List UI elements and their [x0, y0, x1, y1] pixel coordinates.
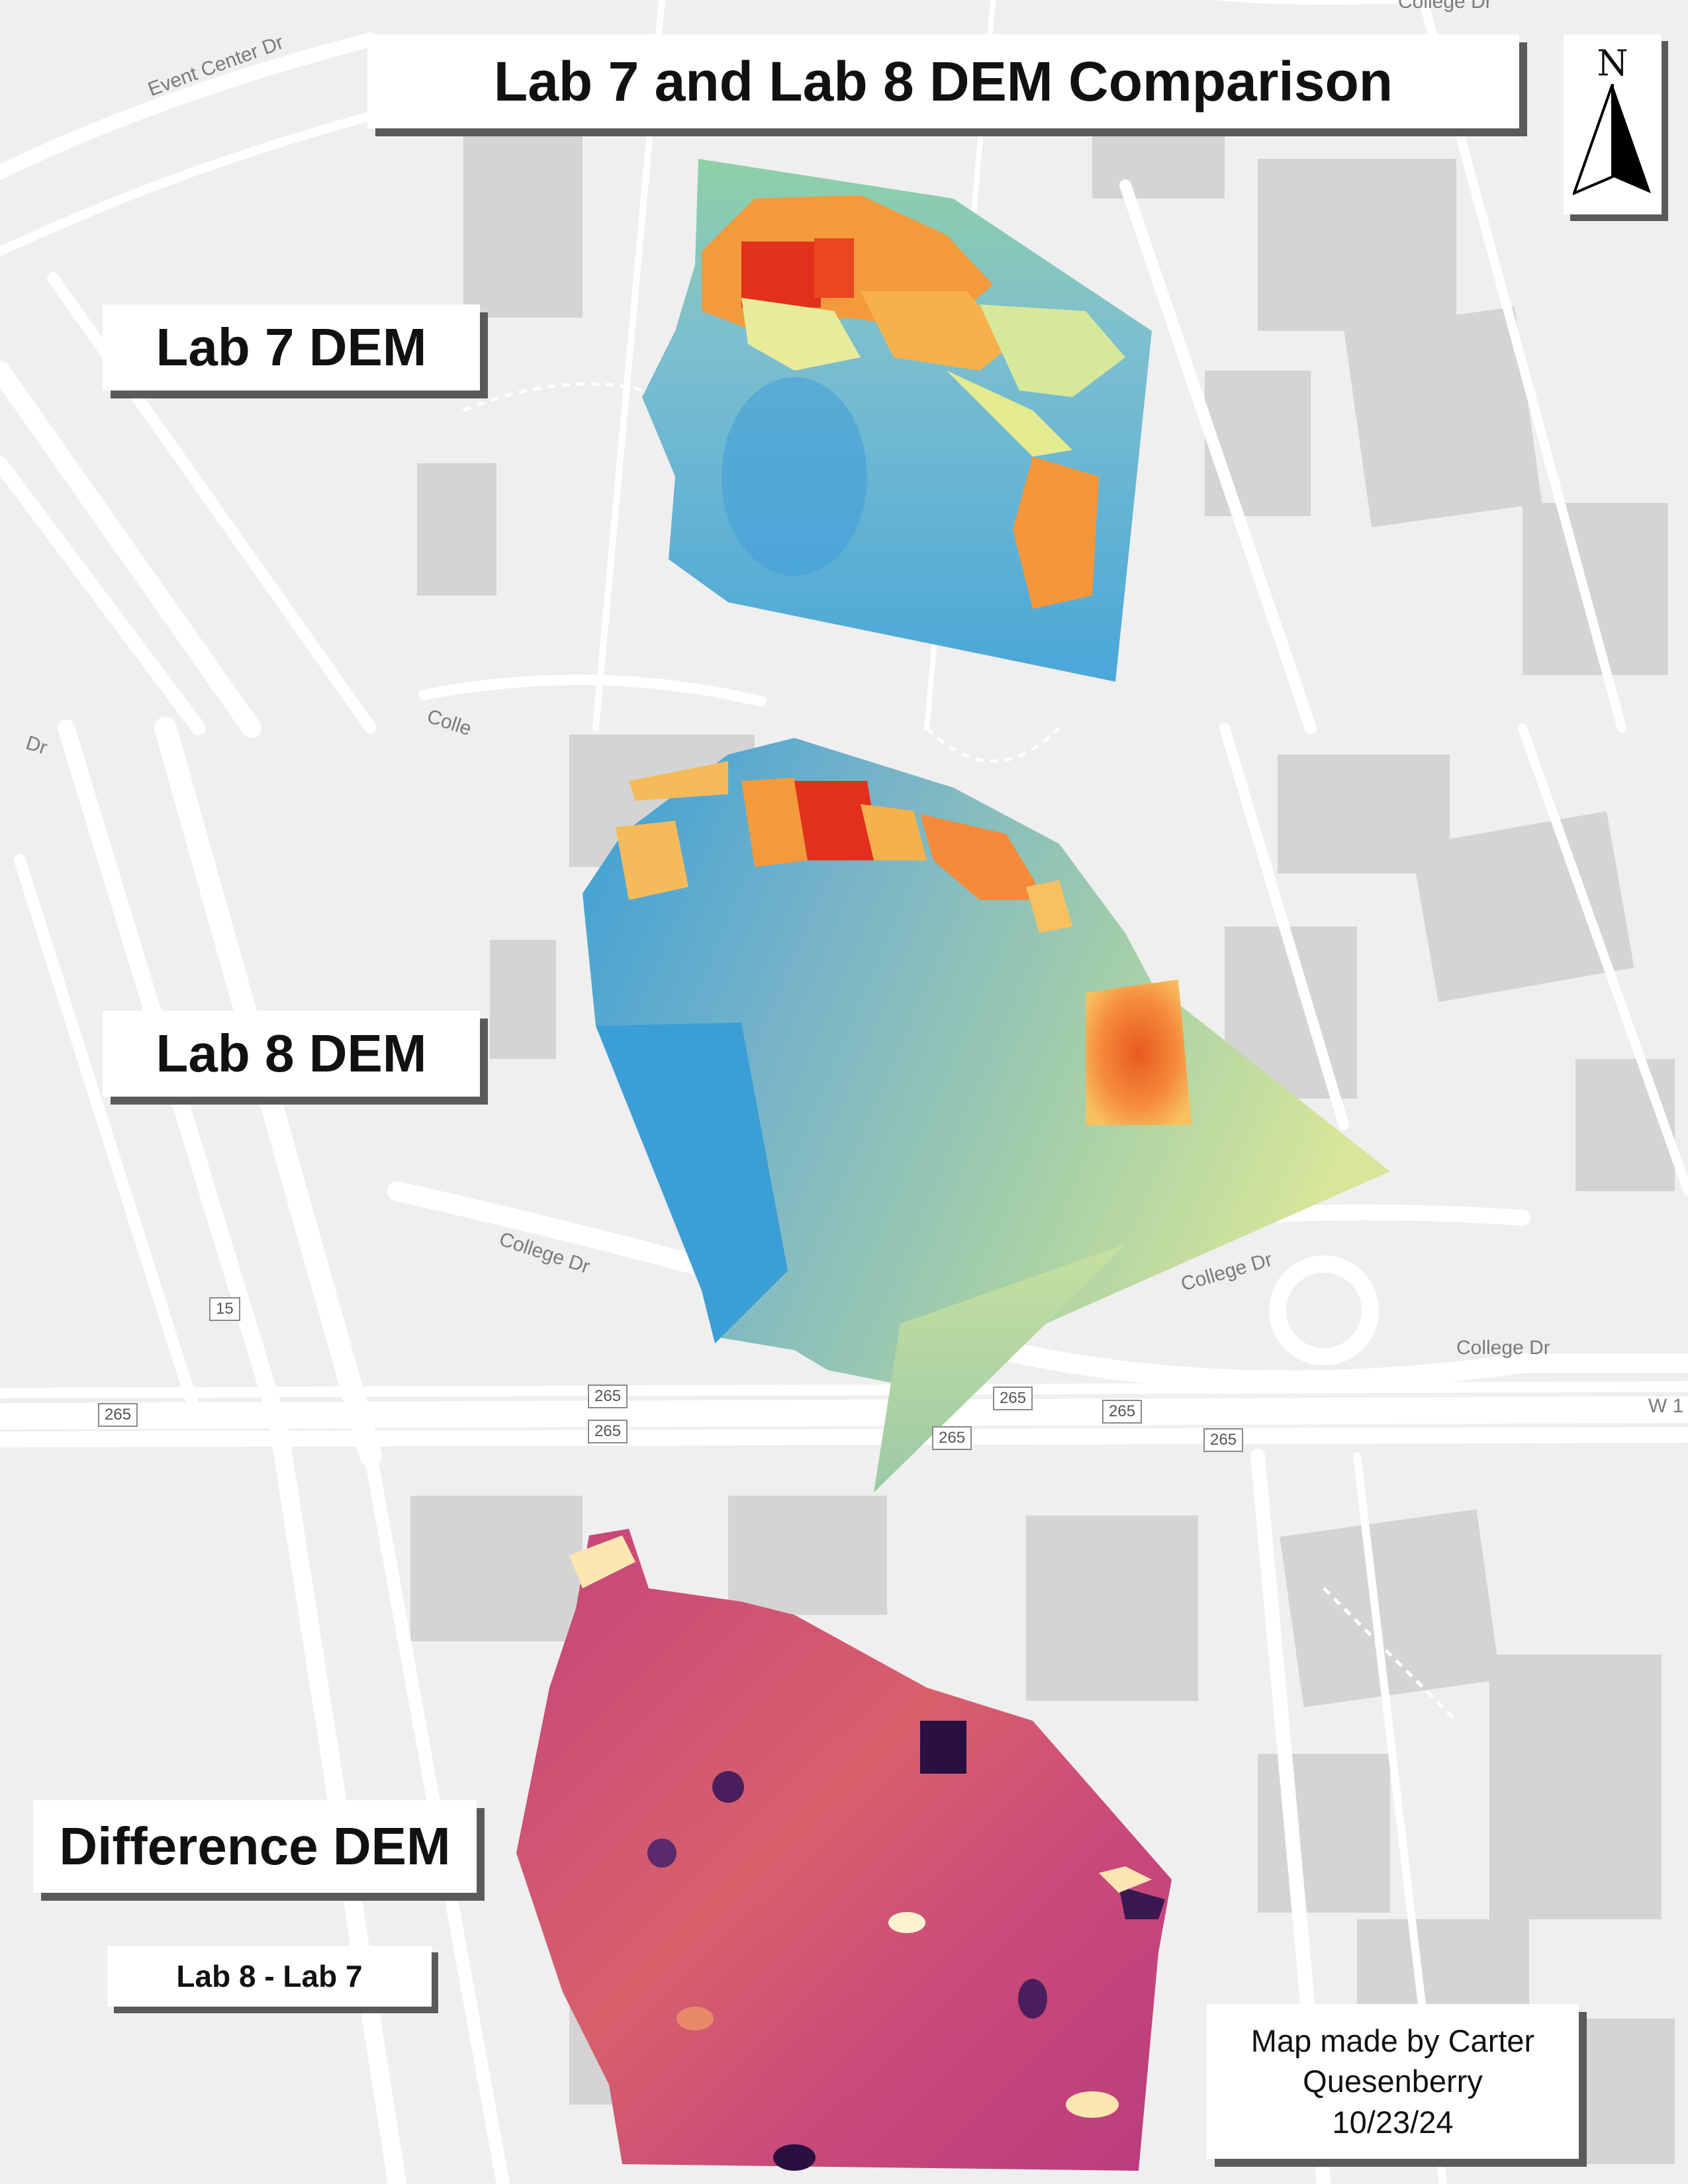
difference-label: Difference DEM: [33, 1800, 477, 1893]
credit-line-2: Quesenberry: [1303, 2064, 1483, 2099]
north-arrow: N: [1564, 34, 1662, 214]
road-label-college-top: College Dr: [1398, 0, 1492, 13]
route-shield-265: 265: [98, 1403, 138, 1427]
route-shield-265: 265: [1102, 1400, 1143, 1424]
road-label-college-far: College Dr: [1456, 1337, 1550, 1359]
lab7-dem-raster: [642, 159, 1152, 682]
route-shield-265: 265: [993, 1387, 1033, 1410]
route-shield-265: 265: [1203, 1428, 1244, 1452]
lab8-dem-raster: [583, 738, 1390, 1492]
route-shield-15: 15: [209, 1297, 240, 1321]
north-arrow-icon: [1573, 84, 1651, 196]
route-shield-265: 265: [588, 1385, 628, 1408]
route-shield-265: 265: [588, 1420, 628, 1443]
road-label-w-partial: W 1: [1648, 1395, 1684, 1417]
lab7-label: Lab 7 DEM: [103, 304, 480, 390]
north-letter: N: [1597, 42, 1628, 84]
credit-date: 10/23/24: [1332, 2104, 1454, 2140]
route-shield-265: 265: [932, 1426, 972, 1450]
building-footprints: [410, 79, 1675, 2164]
credit-line-1: Map made by Carter: [1250, 2023, 1535, 2059]
map-title: Lab 7 and Lab 8 DEM Comparison: [367, 34, 1519, 128]
difference-formula: Lab 8 - Lab 7: [107, 1946, 432, 2007]
difference-dem-raster: [516, 1529, 1172, 2171]
map-credit: Map made by Carter Quesenberry 10/23/24: [1207, 2004, 1579, 2159]
lab8-label: Lab 8 DEM: [103, 1011, 480, 1097]
